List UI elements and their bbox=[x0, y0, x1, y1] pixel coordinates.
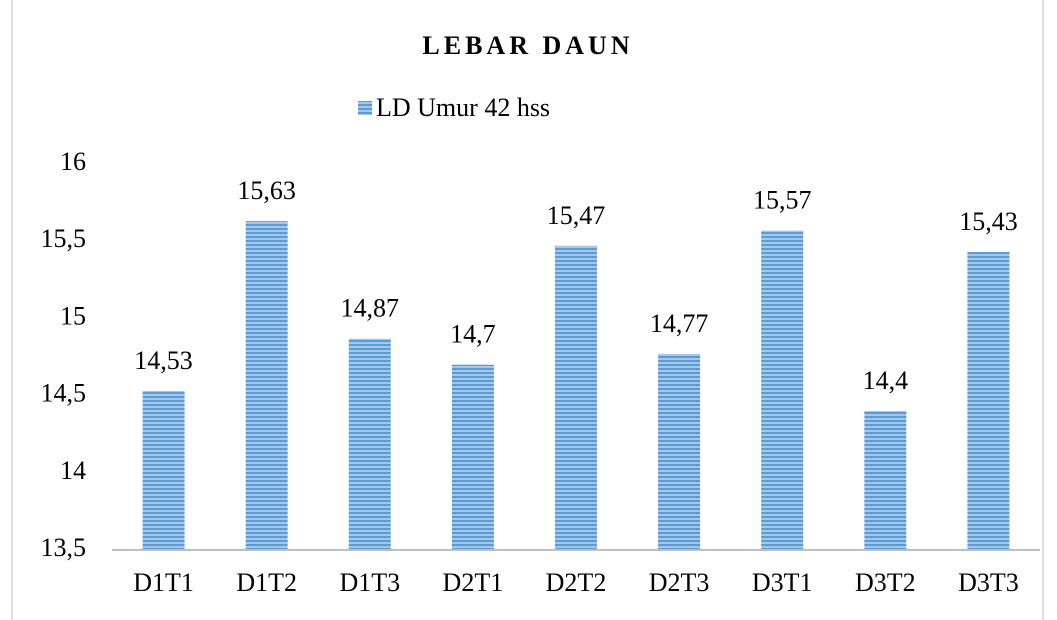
value-label: 14,87 bbox=[341, 293, 400, 322]
x-tick-label: D3T1 bbox=[752, 568, 813, 597]
x-tick-label: D1T3 bbox=[339, 568, 400, 597]
legend-label: LD Umur 42 hss bbox=[376, 93, 550, 122]
value-label: 15,57 bbox=[753, 185, 812, 214]
bar bbox=[761, 230, 804, 550]
value-label: 14,4 bbox=[863, 366, 909, 395]
x-tick-label: D1T2 bbox=[236, 568, 297, 597]
value-label: 14,7 bbox=[450, 320, 496, 349]
value-label: 14,53 bbox=[134, 346, 193, 375]
chart-title: LEBAR DAUN bbox=[422, 31, 633, 60]
value-label: 15,43 bbox=[959, 207, 1018, 236]
value-label: 14,77 bbox=[650, 309, 709, 338]
bar bbox=[245, 221, 288, 551]
bar bbox=[451, 364, 494, 550]
x-tick-label: D2T2 bbox=[546, 568, 607, 597]
y-tick-label: 15,5 bbox=[41, 224, 87, 253]
x-tick-label: D3T2 bbox=[855, 568, 916, 597]
legend-swatch bbox=[358, 101, 372, 115]
bar bbox=[658, 353, 701, 550]
x-tick-label: D2T3 bbox=[649, 568, 710, 597]
bar bbox=[864, 411, 907, 550]
bar bbox=[555, 245, 597, 550]
x-tick-label: D1T1 bbox=[133, 568, 194, 597]
value-label: 15,63 bbox=[237, 176, 296, 205]
y-tick-label: 13,5 bbox=[41, 533, 87, 562]
y-tick-label: 14 bbox=[60, 456, 86, 485]
bar bbox=[967, 252, 1010, 550]
y-tick-label: 15 bbox=[60, 301, 86, 330]
x-tick-label: D3T3 bbox=[958, 568, 1019, 597]
y-tick-label: 14,5 bbox=[41, 379, 87, 408]
bar bbox=[348, 338, 391, 550]
value-label: 15,47 bbox=[547, 201, 606, 230]
bar bbox=[142, 390, 185, 550]
x-tick-label: D2T1 bbox=[443, 568, 504, 597]
y-tick-label: 16 bbox=[60, 147, 86, 176]
